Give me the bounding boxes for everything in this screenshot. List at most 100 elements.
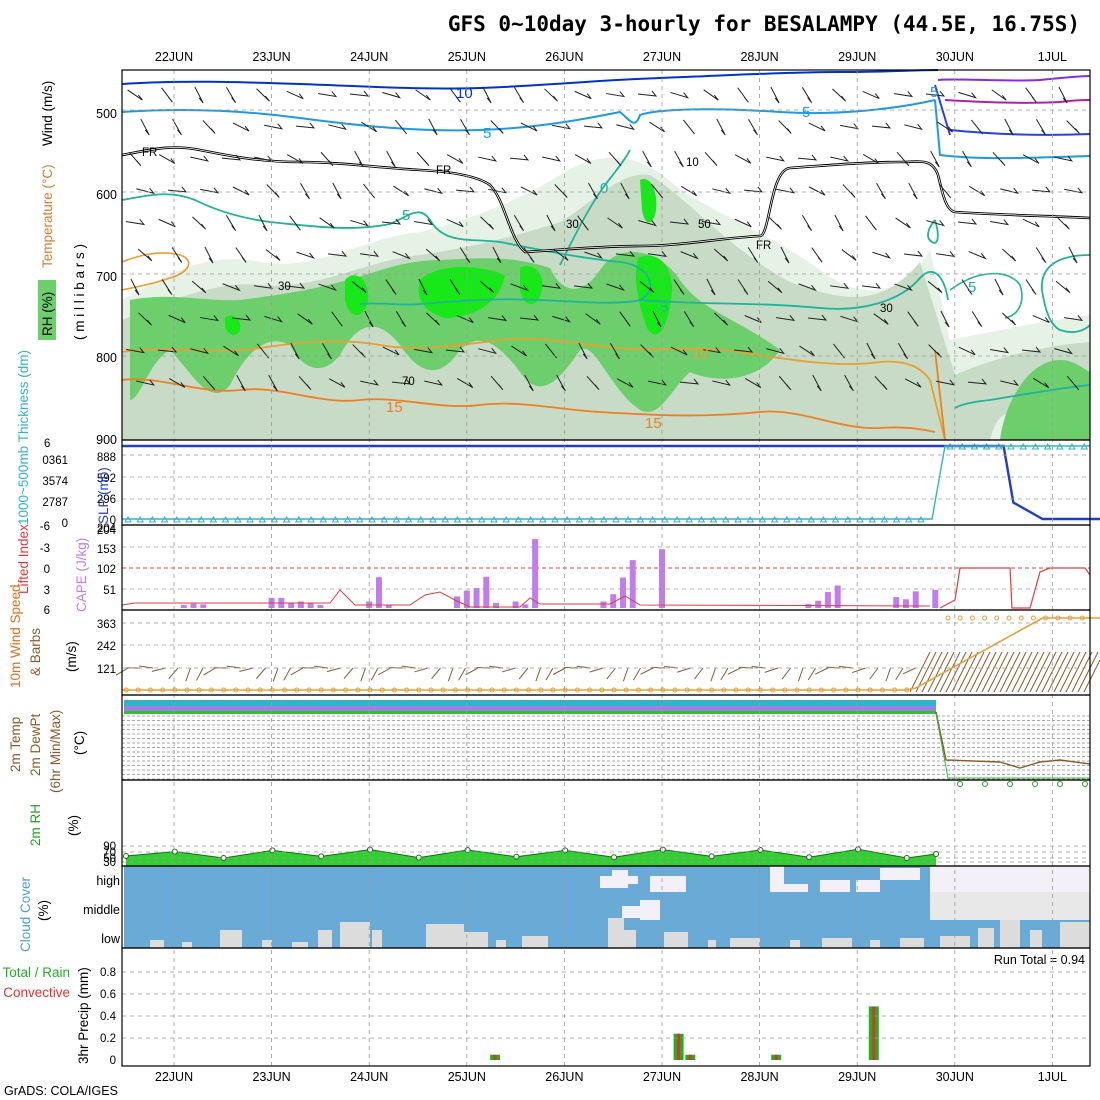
wind-barb xyxy=(1033,377,1050,389)
rh-label-box xyxy=(38,280,56,340)
wind-barb xyxy=(737,87,749,103)
cape-bar xyxy=(629,560,636,608)
wind-barb xyxy=(670,346,688,356)
millibars-label: ( m i l l i b a r s ) xyxy=(72,244,87,340)
wind10-marker xyxy=(855,687,861,693)
wind-barb xyxy=(414,347,434,354)
cloud-low-clear-block xyxy=(978,928,994,948)
wind10-barb xyxy=(969,651,991,693)
wind-barb xyxy=(231,314,252,321)
wind-barb xyxy=(200,187,220,194)
wind-barb xyxy=(300,182,310,200)
wind-barb xyxy=(674,150,684,168)
wind-barb xyxy=(737,279,749,295)
wind-barb xyxy=(990,347,1010,354)
wind-10-contour xyxy=(121,69,939,90)
wind-barb xyxy=(191,280,207,294)
thickness-line xyxy=(122,445,1090,520)
wind-barb xyxy=(712,187,732,195)
date-label-top: 30JUN xyxy=(936,50,974,64)
wind10-barb xyxy=(963,651,985,693)
wind-barb xyxy=(703,89,719,101)
cape-bar xyxy=(903,599,909,608)
rh2m-tick: 50 xyxy=(103,853,116,865)
wind-barb xyxy=(455,186,476,193)
wind-barb xyxy=(1022,218,1040,228)
wind10-marker xyxy=(574,687,580,693)
wind10-marker xyxy=(587,687,593,693)
wind-barb xyxy=(967,378,988,385)
wind10-barb xyxy=(797,667,804,682)
wind-barb xyxy=(351,281,367,293)
wind10-marker xyxy=(599,687,605,693)
wind10-tick: 242 xyxy=(97,641,116,653)
cloud-low-clear-block xyxy=(870,940,880,948)
wind10-marker xyxy=(660,687,666,693)
wind-barb xyxy=(509,154,530,161)
wind10-barb xyxy=(826,666,841,669)
wind-barb xyxy=(1064,315,1084,322)
wind-barb xyxy=(542,282,562,289)
wind-barb xyxy=(266,184,280,198)
wind-barb xyxy=(290,342,300,360)
temperature-label: Temperature (°C) xyxy=(40,164,55,268)
rh2m-marker xyxy=(806,854,813,861)
cape-bar xyxy=(317,605,324,608)
cloud-low-clear-block xyxy=(900,938,924,948)
wind-barb xyxy=(225,87,237,104)
wind-barb xyxy=(907,311,919,327)
wind-barb xyxy=(797,154,818,161)
dewpt2m-label: 2m DewPt xyxy=(28,713,43,776)
wind-barb xyxy=(871,122,892,129)
wind-barb xyxy=(322,342,332,360)
wind10-barb xyxy=(326,667,341,673)
wind-barb xyxy=(577,215,589,231)
cloud-low-clear-block xyxy=(822,938,852,948)
wind10-barb xyxy=(710,667,716,682)
label-fr-c: FR xyxy=(756,240,771,252)
wind10-barb xyxy=(1071,651,1093,693)
wind-barb xyxy=(319,217,335,229)
wind10-barb xyxy=(727,667,741,675)
wind-barb xyxy=(289,215,301,231)
cloud-high-clear xyxy=(600,866,920,920)
wind-barb xyxy=(908,182,918,200)
date-label-bottom: 29JUN xyxy=(838,1070,876,1084)
wind-barb xyxy=(488,315,508,322)
wind-barb xyxy=(223,345,239,357)
rh2m-marker xyxy=(513,853,520,860)
rh2m-tick: 30 xyxy=(103,857,116,869)
wind10-barb xyxy=(1053,651,1075,693)
wind-barb xyxy=(332,182,342,200)
precip-tick: 0.6 xyxy=(100,989,116,1001)
wind10-barb xyxy=(1029,651,1051,693)
wind-barb xyxy=(127,89,143,101)
wind-barb xyxy=(126,347,146,354)
wind10-marker xyxy=(172,687,178,693)
wind-barb xyxy=(712,379,732,386)
wind-barb xyxy=(418,278,428,296)
cape-bar xyxy=(200,604,207,608)
run-total: Run Total = 0.94 xyxy=(994,953,1085,967)
wind-barb xyxy=(392,251,411,260)
wind-barb xyxy=(361,121,378,133)
date-label-bottom: 22JUN xyxy=(155,1070,193,1084)
temp-5-contour xyxy=(121,193,949,310)
rh2m-tick: 90 xyxy=(103,841,116,853)
wind-barb xyxy=(811,247,823,263)
wind-barb xyxy=(607,217,623,229)
wind10-marker xyxy=(208,687,214,693)
wind-barb xyxy=(328,250,348,257)
dewpt-line xyxy=(935,713,1090,779)
wind-barb xyxy=(930,150,940,168)
wind10-marker xyxy=(733,687,739,693)
precip-total-label: Total / Rain xyxy=(2,965,70,980)
wind10-barb xyxy=(633,667,641,681)
wind10-barb xyxy=(677,667,691,673)
wind10-barb xyxy=(458,667,466,681)
wind-barb xyxy=(552,315,572,323)
precip-bar-convective xyxy=(872,1006,876,1060)
wind10-marker xyxy=(648,687,654,693)
date-label-bottom: 24JUN xyxy=(350,1070,388,1084)
